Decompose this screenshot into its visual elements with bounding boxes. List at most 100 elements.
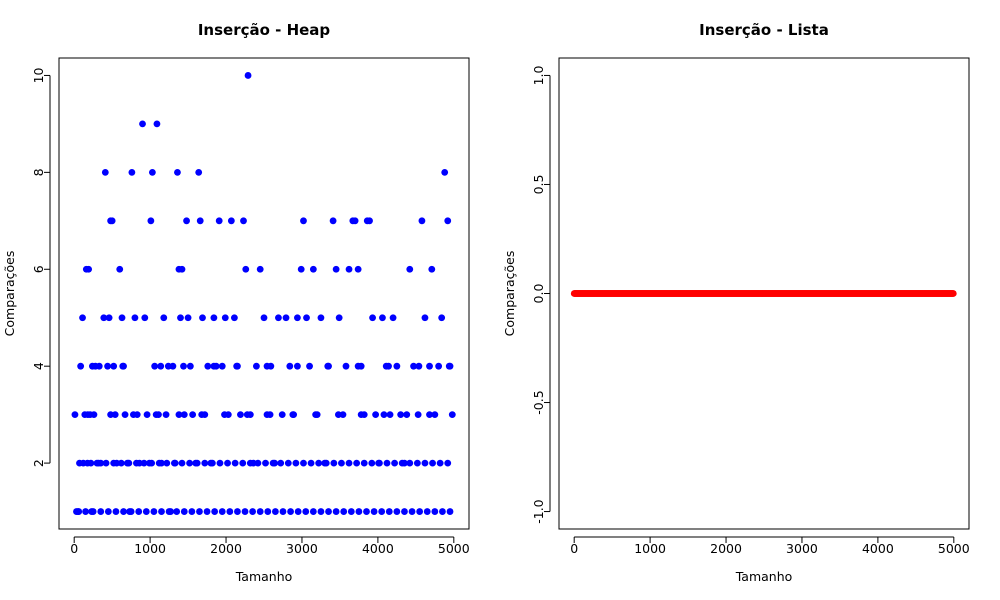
x-axis-label: Tamanho [235,569,293,584]
data-point [266,411,274,419]
x-tick-label: 0 [70,541,78,556]
data-point [393,508,401,515]
data-point [312,411,320,419]
data-point [302,508,310,515]
data-point [240,217,247,225]
data-point [85,265,93,273]
data-point [431,411,439,419]
data-point [253,362,260,370]
data-point [151,362,159,370]
data-point [423,508,431,515]
data-point [370,508,378,515]
data-point [221,314,229,322]
data-point [282,314,290,322]
data-point [246,459,254,467]
data-point [421,459,429,467]
data-point [203,508,211,515]
data-point [287,508,294,515]
data-point [196,217,204,225]
data-point [297,265,305,273]
data-point [376,459,383,467]
data-point [188,508,196,515]
data-point [231,459,239,467]
y-tick-label: 4 [31,362,46,370]
data-point [426,362,433,370]
data-point [196,508,203,515]
data-point [208,459,216,467]
data-point [135,508,143,515]
data-point [237,411,244,419]
data-point [104,508,112,515]
data-point [403,411,411,419]
data-point [354,265,362,273]
data-point [445,362,453,370]
data-point [391,459,398,467]
data-point [186,459,193,467]
data-point [210,362,218,370]
data-point [89,362,96,370]
y-axis-label: Comparações [2,251,17,337]
data-point [82,508,89,515]
data-point [128,168,136,176]
data-point [426,411,433,419]
data-point [216,459,224,467]
y-tick-label: 0.0 [531,284,546,304]
data-point [180,508,188,515]
data-point [119,362,127,370]
data-point [292,459,300,467]
data-point [233,362,241,370]
data-point [345,265,353,273]
data-point [398,459,406,467]
data-point [104,362,111,370]
data-point [279,508,287,515]
data-point [226,508,234,515]
data-point [446,508,454,515]
data-point [100,314,108,322]
data-point [269,459,277,467]
data-point [218,362,226,370]
data-point [210,314,218,322]
data-point [372,411,380,419]
data-point [160,314,168,322]
data-point [406,265,414,273]
y-tick-label: -1.0 [531,499,546,523]
data-point [189,411,197,419]
data-point [121,411,129,419]
data-point [354,362,362,370]
data-point [385,508,393,515]
data-point [330,459,338,467]
data-point [357,411,365,419]
data-point [244,72,252,79]
data-point [108,217,116,225]
x-tick-label: 1000 [634,541,666,556]
data-point [275,314,282,322]
data-point [79,314,86,322]
data-point [317,508,325,515]
data-point [148,168,156,176]
data-point [322,459,330,467]
data-point [355,508,363,515]
data-point [186,362,194,370]
data-point [140,459,148,467]
data-point [429,459,436,467]
y-tick-label: 2 [31,459,46,467]
data-point [180,362,187,370]
y-tick-label: 8 [31,168,46,176]
data-point [385,362,392,370]
data-point [271,508,279,515]
data-point [401,508,408,515]
data-point [315,459,323,467]
data-point [110,459,118,467]
data-point [397,411,405,419]
data-point [105,314,113,322]
data-point [230,314,238,322]
data-point [260,314,268,322]
data-point [342,362,350,370]
data-point [133,459,140,467]
data-point [435,362,443,370]
data-point [171,459,178,467]
x-tick-label: 1000 [134,541,166,556]
data-point [264,508,272,515]
data-point [439,508,446,515]
